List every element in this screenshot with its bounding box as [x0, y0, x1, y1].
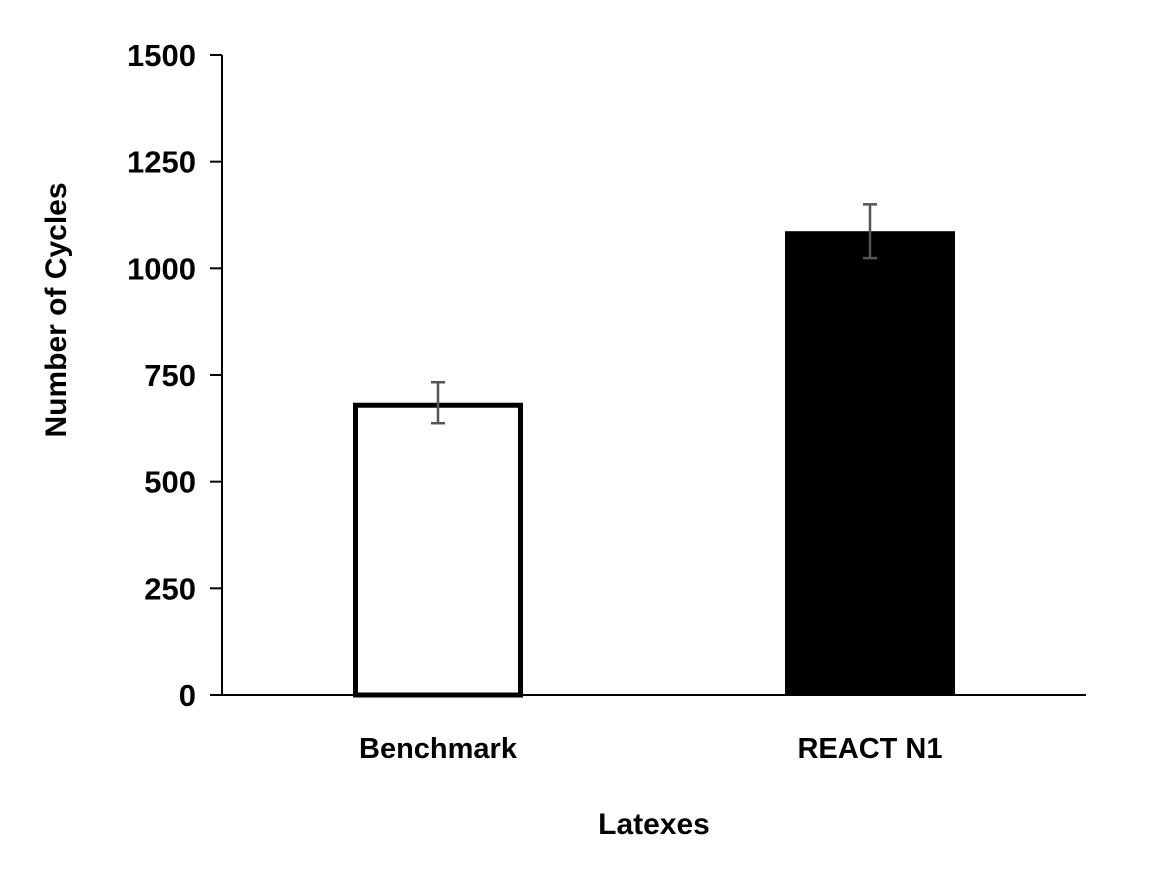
x-axis-title: Latexes — [598, 808, 710, 841]
bar-react-n1 — [785, 231, 955, 696]
y-tick-label: 1500 — [127, 38, 196, 73]
y-tick-label: 250 — [144, 571, 196, 606]
y-axis-ticks: 0 250 500 750 1000 1250 1500 — [127, 38, 222, 713]
x-category-label: REACT N1 — [797, 733, 942, 765]
y-tick-label: 500 — [144, 465, 196, 500]
y-tick-label: 1250 — [127, 145, 196, 180]
error-bars — [431, 203, 877, 425]
y-tick-label: 1000 — [127, 251, 196, 286]
x-category-label: Benchmark — [359, 733, 518, 765]
bar-benchmark — [353, 402, 523, 698]
y-tick-label: 0 — [179, 678, 196, 713]
y-axis-title: Number of Cycles — [40, 182, 73, 437]
x-axis-categories: Benchmark REACT N1 — [359, 733, 942, 765]
bars — [353, 231, 955, 698]
y-tick-label: 750 — [144, 358, 196, 393]
